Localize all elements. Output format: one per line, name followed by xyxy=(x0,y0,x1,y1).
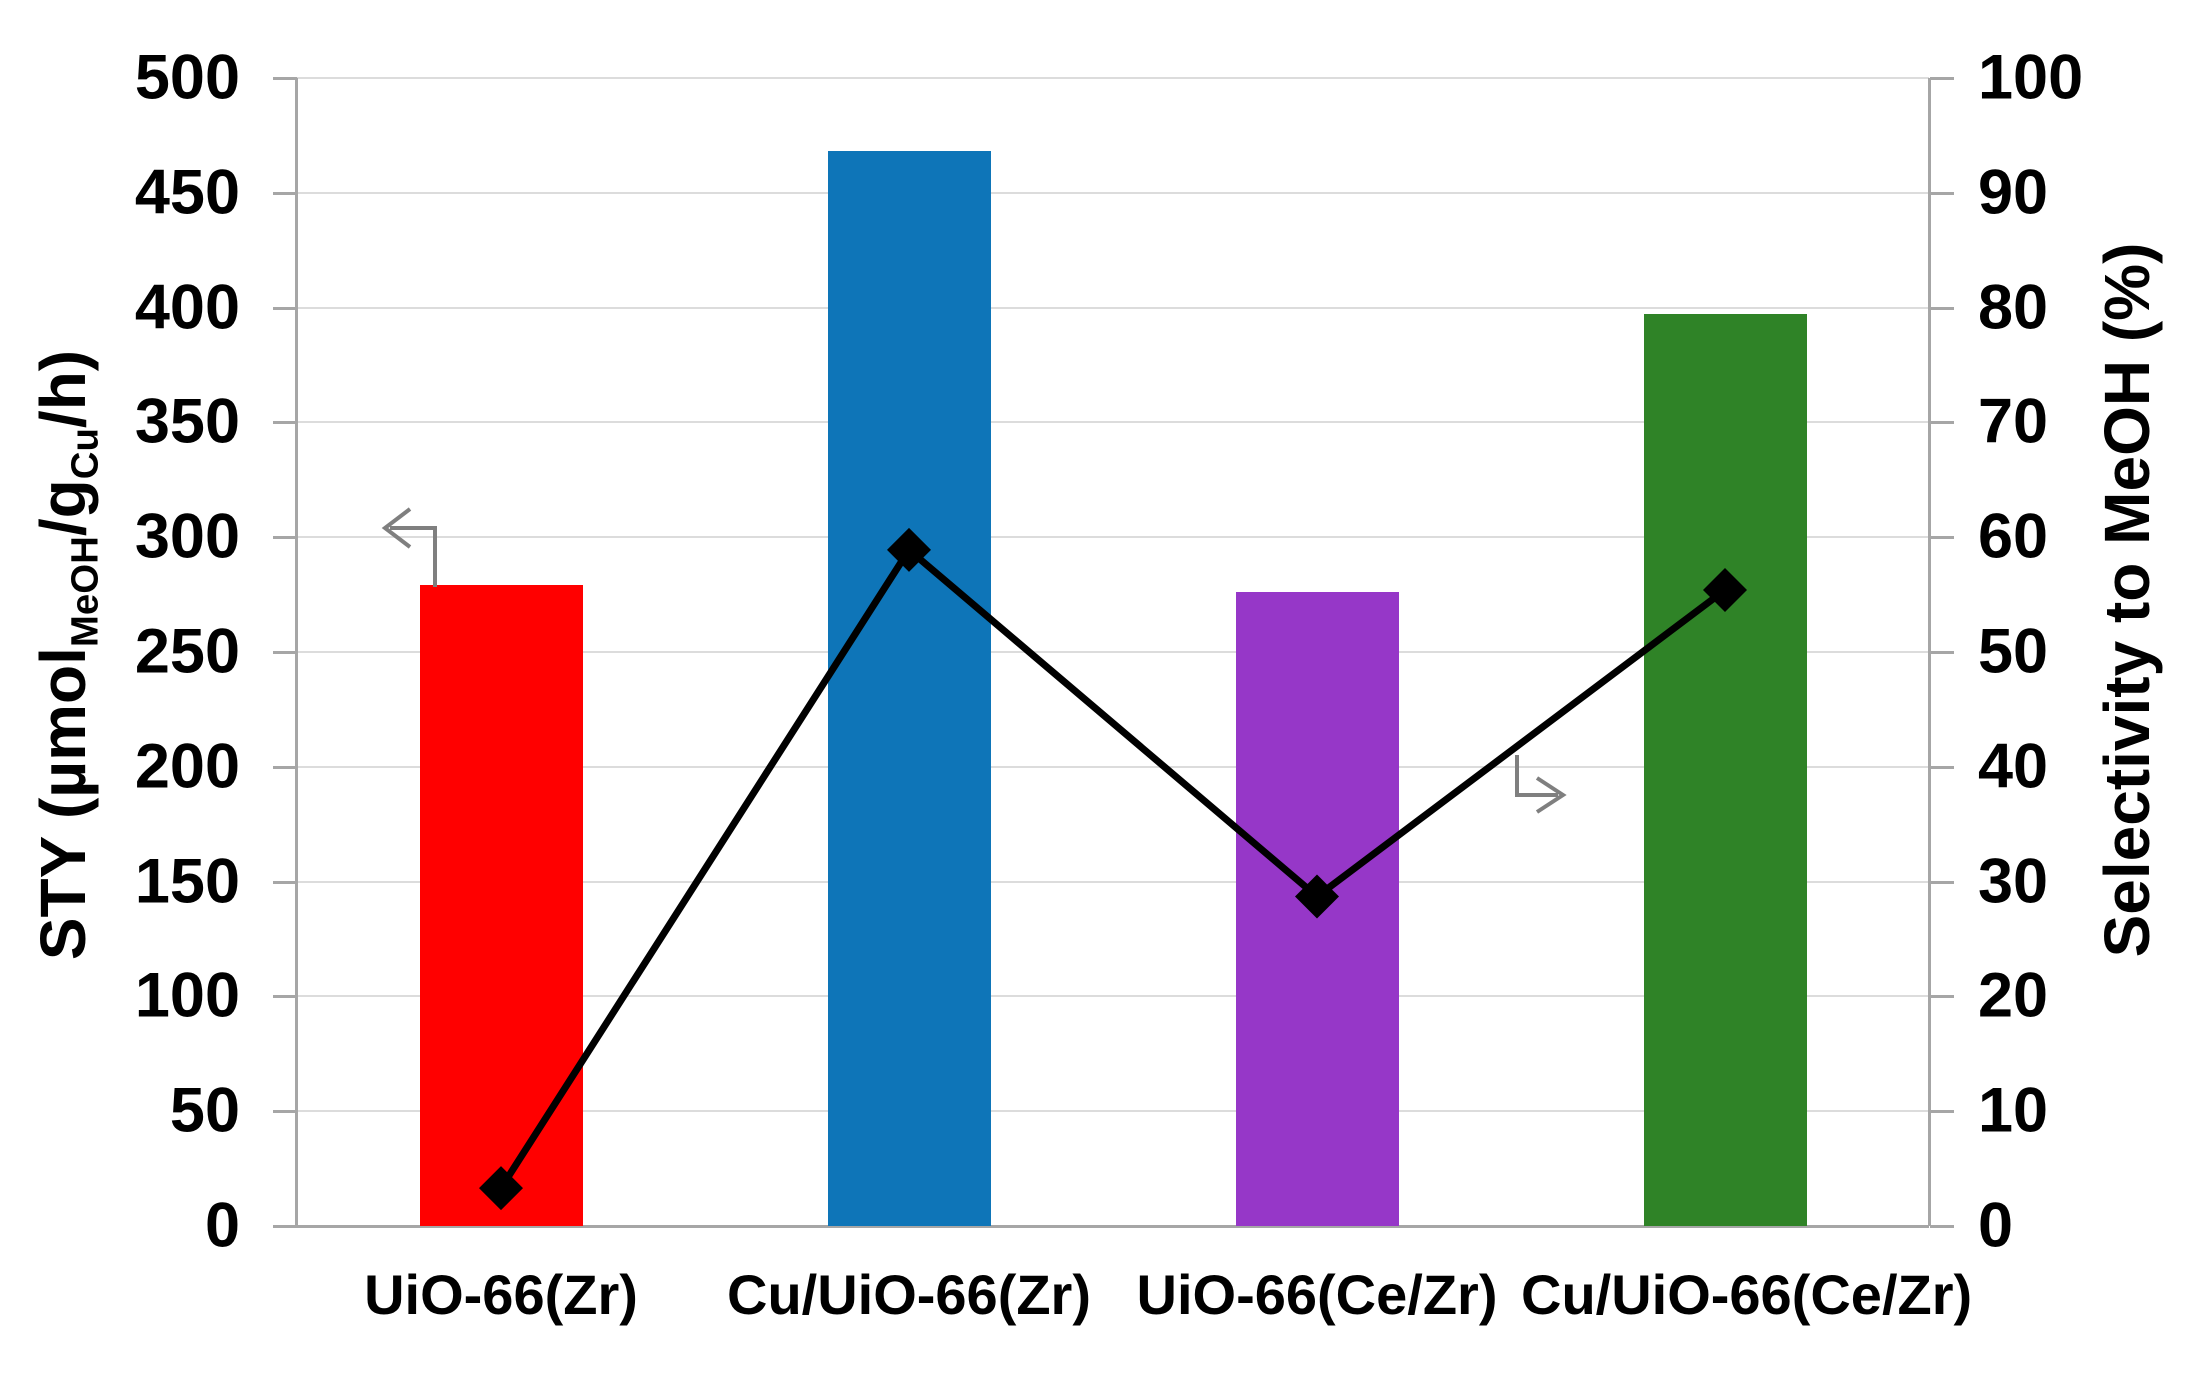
right-axis-tick xyxy=(1930,421,1954,425)
left-axis-tick-label: 200 xyxy=(134,731,240,802)
left-axis-title-text: STY (µmol xyxy=(27,647,99,961)
elbow-arrow-right-icon xyxy=(1515,755,1567,814)
gridline xyxy=(297,77,1929,79)
left-axis-tick-label: 400 xyxy=(134,272,240,343)
right-axis-tick-label: 50 xyxy=(1978,616,2049,687)
right-axis-line xyxy=(1928,78,1931,1226)
right-axis-tick xyxy=(1930,765,1954,769)
gridline xyxy=(297,765,1929,768)
right-axis-tick-label: 70 xyxy=(1978,386,2049,457)
diamond-marker xyxy=(887,527,931,572)
left-axis-tick xyxy=(273,191,297,195)
right-axis-tick-label: 60 xyxy=(1978,501,2049,572)
right-axis-tick-label: 40 xyxy=(1978,731,2049,802)
left-axis-title-text: /g xyxy=(27,479,99,537)
category-label: UiO-66(Zr) xyxy=(364,1263,638,1326)
right-axis-tick xyxy=(1930,536,1954,540)
right-axis-tick xyxy=(1930,191,1954,195)
left-axis-tick-label: 100 xyxy=(134,960,240,1031)
right-axis-tick-label: 20 xyxy=(1978,960,2049,1031)
diamond-marker xyxy=(1295,874,1339,919)
left-axis-tick-label: 0 xyxy=(204,1190,240,1261)
left-axis-title-text: /h) xyxy=(27,349,99,429)
selectivity-line-series xyxy=(479,527,1747,1211)
bottom-axis-line xyxy=(297,1225,1929,1228)
right-axis-tick xyxy=(1930,651,1954,654)
right-axis-tick xyxy=(1930,880,1954,884)
left-axis-tick-label: 250 xyxy=(134,616,240,687)
gridline xyxy=(297,995,1929,998)
left-axis-tick xyxy=(273,1225,297,1228)
left-axis-tick-label: 350 xyxy=(134,386,240,457)
gridline xyxy=(297,536,1929,539)
gridline xyxy=(297,1110,1929,1113)
gridline xyxy=(297,880,1929,883)
right-axis-tick-label: 100 xyxy=(1978,42,2084,113)
right-axis-tick xyxy=(1930,77,1954,80)
bar-Cu/UiO-66(Ce/Zr) xyxy=(1643,314,1807,1226)
left-axis-tick xyxy=(273,77,297,80)
category-label: UiO-66(Ce/Zr) xyxy=(1136,1263,1498,1326)
left-axis-title-subscript: MeOH xyxy=(63,536,107,648)
gridline xyxy=(297,191,1929,194)
right-axis-tick xyxy=(1930,306,1954,310)
gridline xyxy=(297,421,1929,424)
gridline xyxy=(297,651,1929,653)
left-axis-tick-label: 50 xyxy=(169,1075,240,1146)
left-axis-tick-label: 300 xyxy=(134,501,240,572)
category-label: Cu/UiO-66(Ce/Zr) xyxy=(1521,1263,1973,1326)
right-axis-tick xyxy=(1930,1110,1954,1114)
right-axis-tick-label: 30 xyxy=(1978,846,2049,917)
left-axis-tick xyxy=(273,306,297,310)
right-axis-tick-label: 90 xyxy=(1978,157,2049,228)
left-axis-title-subscript: Cu xyxy=(63,428,107,480)
left-axis-tick xyxy=(273,880,297,884)
left-axis-tick xyxy=(273,1110,297,1114)
left-axis-tick xyxy=(273,765,297,769)
left-axis-tick xyxy=(273,536,297,540)
bar-UiO-66(Zr) xyxy=(419,585,583,1226)
category-label: Cu/UiO-66(Zr) xyxy=(727,1263,1091,1326)
right-axis-title: Selectivity to MeOH (%) xyxy=(2091,242,2163,958)
gridline xyxy=(297,306,1929,309)
bar-Cu/UiO-66(Zr) xyxy=(827,151,991,1226)
right-axis-tick-label: 80 xyxy=(1978,272,2049,343)
left-axis-tick-label: 500 xyxy=(134,42,240,113)
left-axis-tick-label: 450 xyxy=(134,157,240,228)
left-axis-tick-label: 150 xyxy=(134,846,240,917)
right-axis-tick xyxy=(1930,995,1954,999)
left-axis-tick xyxy=(273,995,297,999)
right-axis-tick xyxy=(1930,1225,1954,1228)
left-axis-tick xyxy=(273,651,297,654)
left-axis-title: STY (µmolMeOH/gCu/h) xyxy=(18,55,108,1255)
right-axis-tick-label: 10 xyxy=(1978,1075,2049,1146)
diamond-marker xyxy=(1703,568,1747,613)
left-axis-tick xyxy=(273,421,297,425)
diamond-marker xyxy=(479,1166,523,1211)
right-axis-tick-label: 0 xyxy=(1978,1190,2014,1261)
elbow-arrow-left-icon xyxy=(381,507,437,587)
